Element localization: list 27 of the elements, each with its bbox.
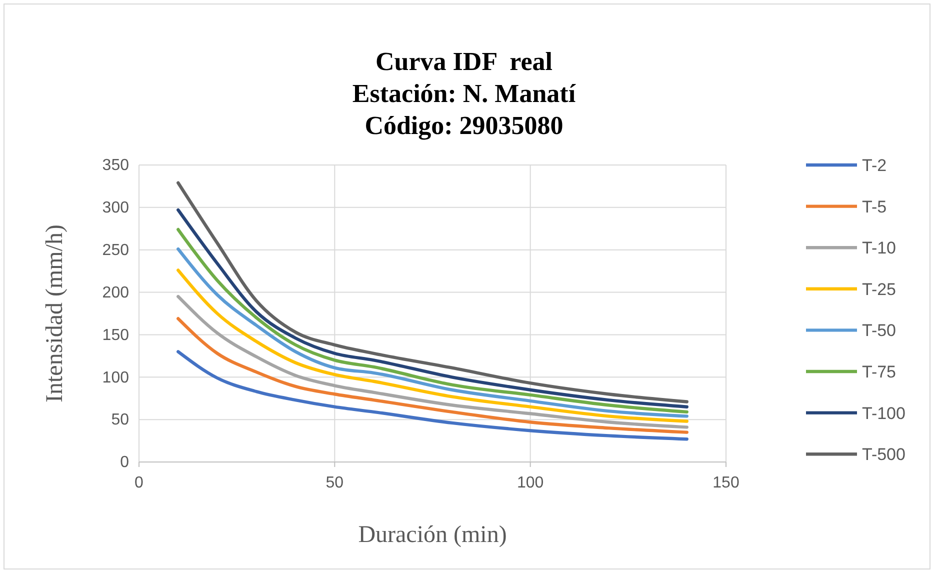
- y-tick-label: 250: [102, 242, 130, 259]
- x-tick-label: 150: [712, 474, 740, 492]
- y-tick-label: 200: [102, 284, 130, 302]
- legend-label: T-25: [862, 280, 896, 299]
- y-tick-label: 300: [102, 200, 130, 217]
- y-axis-title: Intensidad (mm/h): [42, 224, 68, 402]
- legend-label: T-5: [862, 197, 887, 216]
- y-tick-label: 350: [102, 157, 130, 174]
- line-series: [176, 350, 688, 441]
- legend-label: T-100: [862, 404, 906, 423]
- x-tick-label: 50: [326, 474, 344, 492]
- line-series: [176, 294, 688, 429]
- legend-label: T-50: [862, 321, 896, 340]
- y-tick-label: 0: [120, 454, 130, 472]
- x-tick-label: 100: [516, 474, 544, 492]
- legend-label: T-75: [862, 362, 896, 382]
- chart-title: Curva IDF real Estación: N. Manatí Código: 29035080: [352, 47, 576, 140]
- y-tick-label: 100: [102, 369, 130, 386]
- y-tick-label: 50: [111, 412, 130, 429]
- legend-label: T-2: [862, 156, 887, 175]
- x-axis-title: Duración (min): [358, 522, 507, 548]
- line-series: [176, 316, 688, 434]
- x-tick-label: 0: [134, 474, 144, 492]
- legend-label: T-10: [862, 238, 896, 258]
- legend-label: T-500: [862, 445, 906, 464]
- y-tick-label: 150: [102, 326, 130, 344]
- line-series: [176, 268, 688, 423]
